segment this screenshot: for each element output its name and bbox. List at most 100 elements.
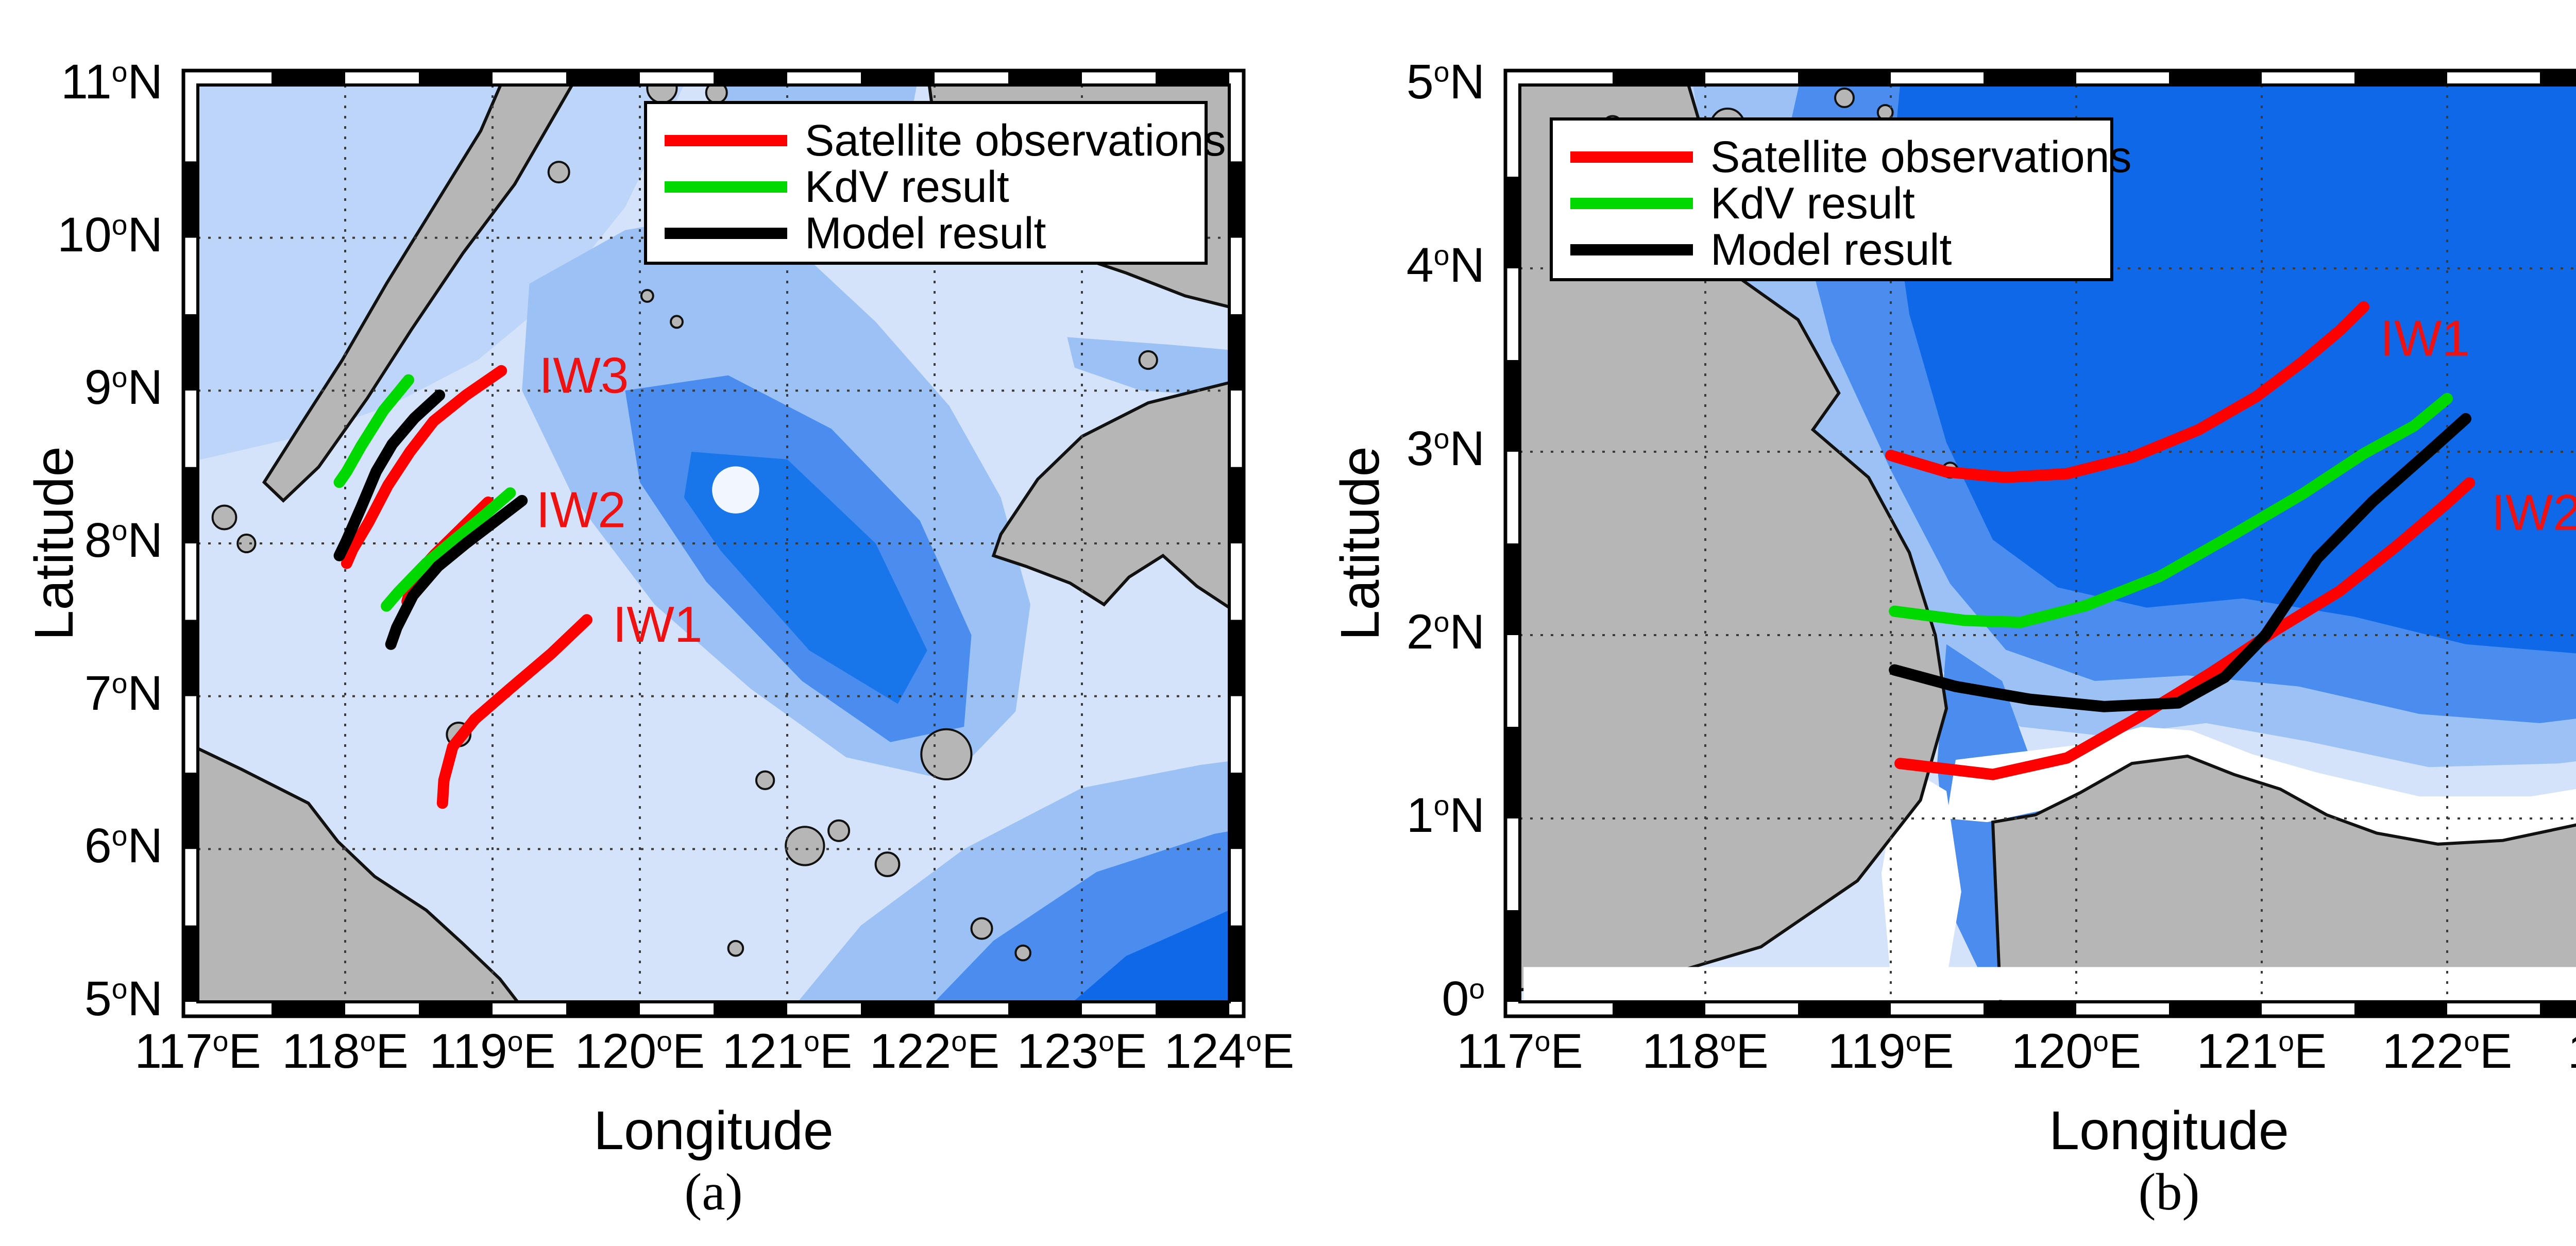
iw3-kdv-curve	[333, 374, 414, 488]
model-line-swatch	[665, 228, 787, 239]
island	[1138, 350, 1158, 370]
landmass	[991, 381, 1229, 609]
island	[785, 826, 825, 866]
frame-outer-border	[1503, 69, 2576, 1018]
frame-segment	[2540, 1002, 2576, 1016]
frame-segment	[493, 71, 566, 85]
shallow-strip	[1523, 967, 2576, 1000]
x-tick-label: 120oE	[574, 1024, 705, 1079]
frame-segment	[935, 71, 1008, 85]
x-tick-label: 119oE	[429, 1024, 556, 1079]
bathymetry-spot	[712, 466, 759, 514]
y-tick-label: 10oN	[57, 207, 163, 262]
y-tick-label: 5oN	[84, 971, 163, 1026]
y-axis-title-b: Latitude	[1330, 446, 1391, 641]
satellite-line-swatch	[1570, 151, 1693, 163]
iw2-model-curve	[385, 494, 528, 650]
x-tick-label: 118oE	[282, 1024, 409, 1079]
bathymetry-contour	[684, 452, 927, 704]
x-tick-label: 118oE	[1642, 1024, 1769, 1079]
frame-segment	[1505, 85, 1520, 177]
frame-segment	[1082, 71, 1156, 85]
x-tick-label: 117oE	[134, 1024, 261, 1079]
frame-segment	[1229, 390, 1244, 467]
caption-b: (b)	[2138, 1163, 2200, 1221]
frame-segment	[493, 1002, 566, 1016]
y-tick-label: 9oN	[84, 360, 163, 415]
satellite-line-swatch	[665, 135, 787, 146]
legend-label: Model result	[805, 209, 1046, 258]
frame-segment	[2540, 71, 2576, 85]
y-tick-label: 6oN	[84, 818, 163, 874]
x-tick-label: 122oE	[2382, 1024, 2513, 1079]
map-frame-a	[181, 69, 1246, 1018]
frame-segment	[183, 314, 198, 391]
legend-a: Satellite observations KdV result Model …	[644, 101, 1226, 265]
y-tick-label: 11oN	[61, 55, 163, 109]
frame-segment	[787, 71, 861, 85]
frame-segment	[183, 390, 198, 467]
frame-segment	[183, 543, 198, 620]
frame-segment	[1505, 360, 1520, 452]
wave-label-iw2: IW2	[2492, 484, 2576, 540]
kdv-line-swatch	[665, 181, 787, 193]
y-tick-label: 1oN	[1406, 788, 1485, 843]
frame-segment	[1229, 849, 1244, 926]
landmass	[262, 85, 574, 503]
frame-segment	[2076, 1002, 2169, 1016]
frame-segment	[183, 161, 198, 238]
wave-label-iw1: IW1	[2380, 310, 2470, 366]
wave-label-iw2: IW2	[536, 482, 625, 538]
frame-segment	[419, 1002, 493, 1016]
bathymetry-contour	[1073, 910, 1229, 1002]
frame-segment	[272, 1002, 345, 1016]
frame-segment	[1891, 71, 1984, 85]
frame-segment	[1229, 237, 1244, 314]
frame-segment	[183, 467, 198, 543]
iw2-kdv-curve	[381, 487, 516, 612]
iw3-satellite-curve	[341, 365, 507, 569]
frame-segment	[1613, 71, 1705, 85]
frame-segment	[2262, 1002, 2354, 1016]
frame-segment	[345, 1002, 419, 1016]
frame-segment	[1505, 268, 1520, 360]
frame-segment	[2169, 1002, 2262, 1016]
frame-segment	[1229, 161, 1244, 238]
frame-segment	[183, 849, 198, 926]
island	[827, 819, 851, 842]
island	[1014, 944, 1031, 962]
frame-segment	[419, 71, 493, 85]
frame-segment	[1156, 1002, 1229, 1016]
frame-segment	[1229, 85, 1244, 162]
wave-label-iw3: IW3	[539, 347, 629, 404]
y-tick-label: 0o	[1442, 971, 1485, 1026]
x-tick-label: 120oE	[2011, 1024, 2142, 1079]
iw3-model-curve	[333, 389, 445, 561]
frame-segment	[1891, 1002, 1984, 1016]
frame-segment	[1505, 635, 1520, 727]
frame-segment	[566, 1002, 640, 1016]
frame-segment	[183, 925, 198, 1002]
legend-item: Satellite observations	[1570, 134, 2131, 180]
frame-segment	[183, 85, 198, 162]
frame-segment	[2076, 71, 2169, 85]
island	[970, 917, 993, 940]
wave-curves-a	[333, 365, 592, 809]
bathymetry-b	[1520, 85, 2576, 980]
island	[874, 851, 901, 877]
frame-segment	[1229, 925, 1244, 1002]
frame-segment	[2447, 71, 2540, 85]
frame-segment	[2354, 1002, 2447, 1016]
island	[640, 288, 654, 303]
x-tick-label: 123oE	[2550, 1026, 2576, 1077]
frame-segment	[2447, 1002, 2540, 1016]
x-tick-label: 121oE	[722, 1024, 853, 1079]
frame-segment	[1229, 467, 1244, 543]
frame-segment	[1705, 71, 1798, 85]
kdv-line-swatch	[1570, 198, 1693, 209]
island	[755, 770, 775, 790]
legend-label: KdV result	[805, 162, 1009, 212]
frame-segment	[566, 71, 640, 85]
frame-segment	[861, 1002, 935, 1016]
frame-segment	[183, 237, 198, 314]
